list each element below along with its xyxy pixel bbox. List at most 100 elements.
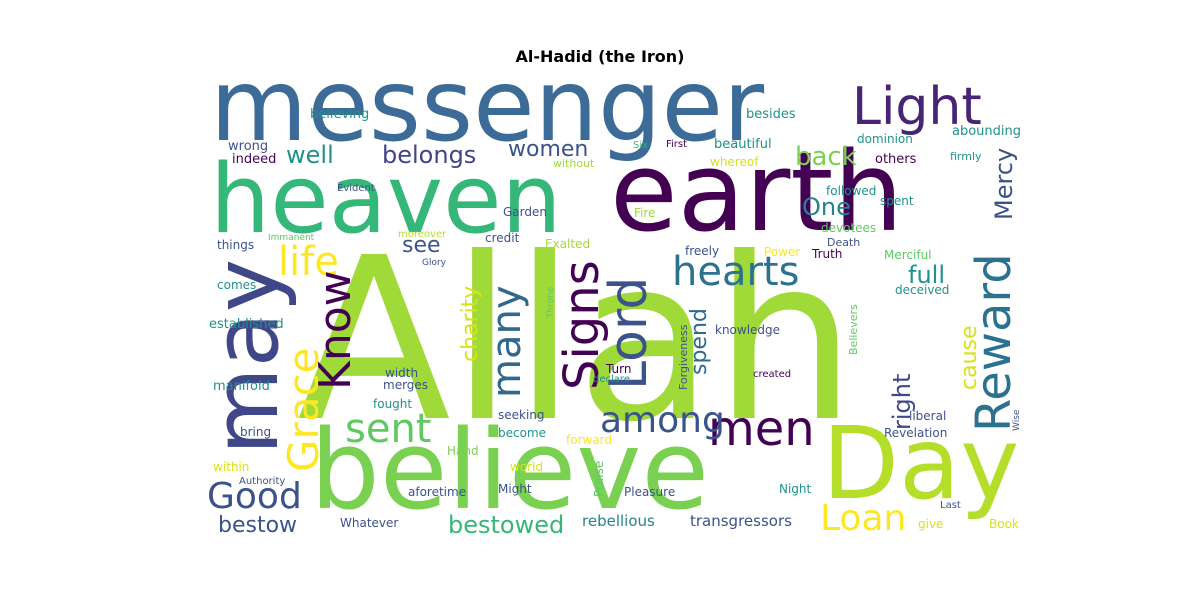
word-may: may xyxy=(194,259,299,455)
word-belongs: belongs xyxy=(382,141,476,169)
word-merges: merges xyxy=(383,378,428,392)
word-death: Death xyxy=(827,236,860,249)
word-wise: Wise xyxy=(1012,409,1022,431)
word-mercy: Mercy xyxy=(990,148,1018,220)
word-forgiveness: Forgiveness xyxy=(677,324,690,390)
word-bestow: bestow xyxy=(218,513,297,538)
word-things: things xyxy=(217,238,254,252)
word-see: see xyxy=(402,233,441,258)
word-believing: believing xyxy=(310,107,369,122)
word-men: men xyxy=(708,401,815,457)
word-day: Day xyxy=(822,405,1019,522)
word-well: well xyxy=(286,141,334,169)
word-full: full xyxy=(908,261,945,289)
page-title: Al-Hadid (the Iron) xyxy=(515,47,685,66)
word-firmly: firmly xyxy=(950,150,982,163)
word-fought: fought xyxy=(373,397,412,411)
word-whatever: Whatever xyxy=(340,516,398,530)
word-bestowed: bestowed xyxy=(448,511,564,539)
word-abounding: abounding xyxy=(952,124,1021,139)
word-created: created xyxy=(753,369,791,380)
word-turn: Turn xyxy=(605,362,631,376)
word-reward: Reward xyxy=(966,253,1022,432)
word-right: right xyxy=(888,374,916,430)
word-spend: spend xyxy=(687,308,712,375)
word-comes: comes xyxy=(217,278,256,292)
word-others: others xyxy=(875,152,917,167)
word-exalted: Exalted xyxy=(545,237,590,251)
word-seeking: seeking xyxy=(498,408,545,422)
word-devotees: devotees xyxy=(821,221,876,235)
word-spent: spent xyxy=(880,194,914,208)
word-last: Last xyxy=(940,500,961,511)
word-credit: credit xyxy=(485,231,520,245)
word-lord: Lord xyxy=(599,277,659,390)
word-grace: Grace xyxy=(279,348,328,472)
word-besides: besides xyxy=(746,107,796,122)
word-light: Light xyxy=(852,77,982,137)
word-evident: Evident xyxy=(337,183,375,194)
word-good: Good xyxy=(207,476,302,517)
word-rebellious: rebellious xyxy=(582,512,655,530)
word-knowledge: knowledge xyxy=(715,323,780,337)
word-indeed: indeed xyxy=(232,152,276,167)
word-many: many xyxy=(484,286,530,399)
word-hearts: hearts xyxy=(672,249,799,295)
word-immanent: Immanent xyxy=(268,233,315,243)
word-power: Power xyxy=(764,245,800,259)
word-praise: Praise xyxy=(592,461,606,497)
word-charity: charity xyxy=(458,286,483,362)
word-bring: bring xyxy=(240,425,271,439)
word-merciful: Merciful xyxy=(884,248,932,262)
word-glory: Glory xyxy=(422,258,447,268)
word-beautiful: beautiful xyxy=(714,137,772,152)
word-followed: followed xyxy=(826,184,876,198)
word-moreover: moreover xyxy=(398,229,447,240)
word-back: back xyxy=(795,142,857,172)
word-whereof: whereof xyxy=(710,155,759,169)
word-without: without xyxy=(553,157,595,170)
word-width: width xyxy=(385,366,418,380)
word-messenger: messenger xyxy=(210,47,765,164)
word-garden: Garden xyxy=(503,205,547,219)
word-book: Book xyxy=(989,517,1019,531)
word-women: women xyxy=(508,137,588,162)
word-loan: Loan xyxy=(820,498,906,539)
word-become: become xyxy=(498,426,546,440)
word-cause: cause xyxy=(957,325,982,390)
word-night: Night xyxy=(779,482,812,496)
word-allah: Allah xyxy=(297,210,856,472)
word-signs: Signs xyxy=(554,260,610,390)
word-forward: forward xyxy=(566,433,612,447)
word-truth: Truth xyxy=(811,247,842,261)
word-fire: Fire xyxy=(634,206,655,220)
word-first: First xyxy=(666,139,687,150)
word-manifold: manifold xyxy=(213,379,270,394)
word-revelation: Revelation xyxy=(884,426,947,440)
word-six: Six xyxy=(633,140,648,151)
word-pleasure: Pleasure xyxy=(624,485,675,499)
word-life: life xyxy=(278,239,339,285)
word-aforetime: aforetime xyxy=(408,485,466,499)
word-authority: Authority xyxy=(239,476,285,487)
word-within: within xyxy=(213,460,249,474)
word-sent: sent xyxy=(345,406,431,452)
word-dominion: dominion xyxy=(857,132,913,146)
word-heaven: heaven xyxy=(210,145,562,255)
word-believers: Believers xyxy=(847,304,860,355)
word-give: give xyxy=(918,517,943,531)
word-transgressors: transgressors xyxy=(690,512,792,530)
word-deceived: deceived xyxy=(895,283,949,297)
word-know: Know xyxy=(310,270,361,390)
word-one: One xyxy=(802,193,851,221)
word-freely: freely xyxy=(685,244,719,258)
word-among: among xyxy=(600,400,725,441)
word-believe: believe xyxy=(310,406,709,534)
word-world: world xyxy=(510,460,543,474)
word-might: Might xyxy=(498,482,532,496)
word-hand: Hand xyxy=(447,444,479,458)
word-earth: earth xyxy=(610,128,903,256)
word-liberal: liberal xyxy=(909,409,946,423)
word-established: established xyxy=(209,317,284,332)
